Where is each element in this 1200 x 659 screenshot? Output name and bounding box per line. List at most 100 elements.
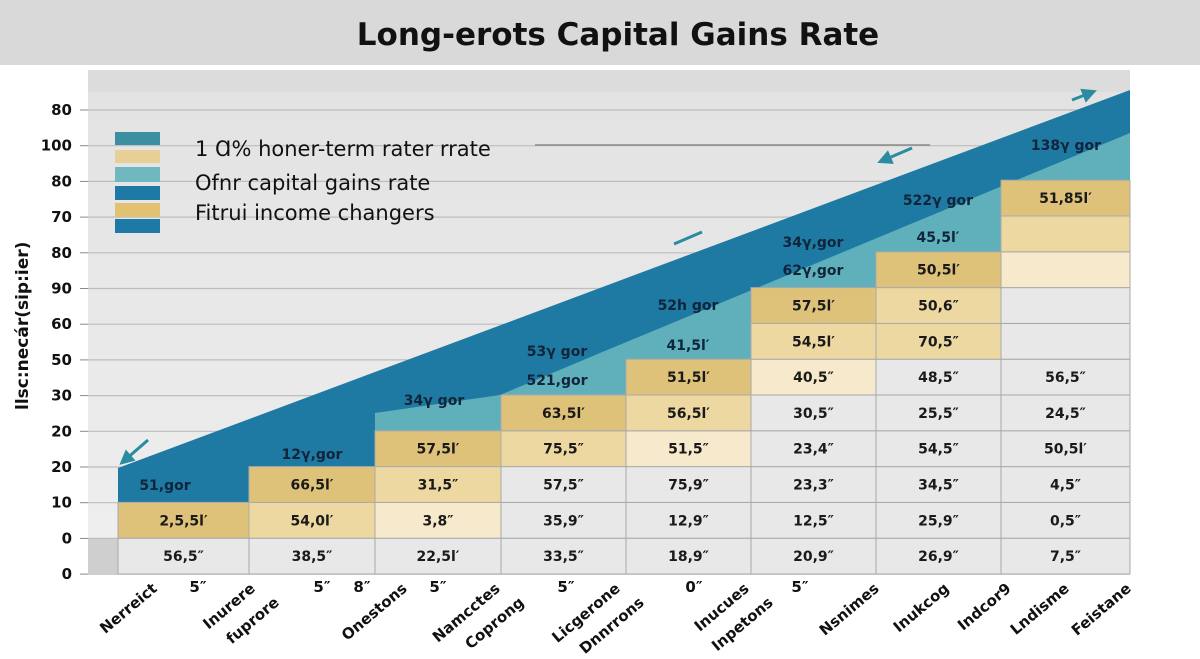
- cell-value: 22,5l′: [416, 549, 459, 565]
- cell-value: 7,5″: [1050, 549, 1081, 565]
- table-cell: [500, 430, 627, 468]
- table-cell: [500, 394, 627, 432]
- y-axis-label: llsc:necár(sip:ier): [13, 242, 33, 410]
- table-cell: [1000, 179, 1131, 217]
- x-tick-label: 0″: [685, 578, 702, 596]
- table-cell: [117, 501, 250, 539]
- table-cell: [750, 501, 877, 539]
- band-label: 62γ,gor: [783, 263, 844, 279]
- cell-value: 2,5,5l′: [159, 513, 208, 529]
- table-cell: [117, 537, 250, 575]
- legend-entry: Ofnr capital gains rate: [195, 171, 430, 195]
- cell-value: 25,5″: [918, 406, 959, 422]
- x-tick-label: 5″: [429, 578, 446, 596]
- cell-value: 51,5″: [668, 442, 709, 458]
- x-tick-label: 5″: [557, 578, 574, 596]
- band-label: 522γ gor: [903, 193, 973, 209]
- cell-value: 23,3″: [793, 478, 834, 494]
- table-cell: [374, 430, 502, 468]
- corner-cell: [88, 539, 118, 574]
- y-tick-label: 0: [62, 529, 72, 547]
- cell-value: 50,5l′: [917, 263, 960, 279]
- arrow-head-icon: [877, 150, 894, 164]
- table-cell: [1000, 537, 1131, 575]
- band-label: 138γ gor: [1031, 138, 1101, 154]
- plot-top-strip: [88, 70, 1130, 92]
- y-tick-label: 0: [62, 565, 72, 583]
- band-label: 34γ gor: [404, 393, 465, 409]
- table-cell: [1000, 215, 1131, 253]
- cell-value: 56,5l′: [667, 406, 710, 422]
- band-labels: 51,gor 12γ,gor 34γ gor 521,gor 53γ gor 41,5l′…: [139, 138, 1101, 494]
- table-cell: [750, 394, 877, 432]
- double-arrow-icon: [673, 230, 703, 246]
- band-label: 51,gor: [139, 478, 190, 494]
- cell-value: 12,9″: [668, 513, 709, 529]
- table-cell: [1000, 501, 1131, 539]
- x-tick-label: 5″: [791, 578, 808, 596]
- table-cell: [875, 358, 1002, 396]
- cell-value: 57,5l′: [792, 299, 835, 315]
- y-tick-label: 10: [51, 494, 72, 512]
- cell-value: 66,5l′: [290, 478, 333, 494]
- cell-value: 12,5″: [793, 513, 834, 529]
- legend-swatch: [115, 167, 160, 182]
- band-label: 45,5l′: [916, 230, 959, 246]
- cell-value: 54,5l′: [792, 334, 835, 350]
- table-cell: [1000, 466, 1131, 503]
- band-label: 521,gor: [526, 373, 587, 389]
- y-tick-label: 70: [51, 208, 72, 226]
- table-cell: [500, 466, 627, 503]
- cell-value: 57,5l′: [416, 442, 459, 458]
- cell-value: 38,5″: [292, 549, 333, 565]
- cell-value: 40,5″: [793, 370, 834, 386]
- table-cell: [1000, 322, 1131, 360]
- cell-value: 33,5″: [543, 549, 584, 565]
- table-cell: [248, 501, 376, 539]
- cell-value: 57,5″: [543, 478, 584, 494]
- x-tick-label: 5″: [313, 578, 330, 596]
- cell-value: 63,5l′: [542, 406, 585, 422]
- arrow-head-icon: [119, 449, 136, 465]
- legend: 1 Ɑ% honer-term rater rrate Ofnr capital …: [115, 132, 491, 233]
- table-cell: [1000, 394, 1131, 432]
- arrows: [119, 88, 1097, 465]
- y-tick-label: 60: [51, 315, 72, 333]
- table-cell: [1000, 358, 1131, 396]
- band-label: 12γ,gor: [282, 447, 343, 463]
- table-cell: [625, 358, 752, 396]
- band-label: 52h gor: [658, 298, 719, 314]
- y-tick-label: 80: [51, 101, 72, 119]
- band-dark-area: [118, 90, 1130, 503]
- y-tick-label: 20: [51, 422, 72, 440]
- cell-value: 31,5″: [418, 478, 459, 494]
- y-tick-label: 100: [41, 137, 72, 155]
- y-tick-label: 90: [51, 280, 72, 298]
- cell-value: 75,5″: [543, 442, 584, 458]
- cell-value: 0,5″: [1050, 513, 1081, 529]
- cell-value: 25,9″: [918, 513, 959, 529]
- legend-swatch: [115, 186, 160, 200]
- table-cell: [248, 537, 376, 575]
- table-cell: [875, 322, 1002, 360]
- cell-value: 75,9″: [668, 478, 709, 494]
- table-cell: [500, 537, 627, 575]
- x-tick-label: 5″: [189, 578, 206, 596]
- cell-value: 56,5″: [163, 549, 204, 565]
- legend-entry: Fitrui income changers: [195, 201, 435, 225]
- cell-value: 20,9″: [793, 549, 834, 565]
- band-label: 41,5l′: [666, 338, 709, 354]
- table-cell: [875, 466, 1002, 503]
- table-cell: [875, 537, 1002, 575]
- legend-swatch: [115, 203, 160, 217]
- table-cell: [625, 537, 752, 575]
- table-cell: [500, 501, 627, 539]
- cell-value: 30,5″: [793, 406, 834, 422]
- cell-value: 48,5″: [918, 370, 959, 386]
- y-tick-label: 30: [51, 387, 72, 405]
- cell-value: 34,5″: [918, 478, 959, 494]
- cell-value: 51,5l′: [667, 370, 710, 386]
- arrow-head-icon: [1080, 88, 1097, 103]
